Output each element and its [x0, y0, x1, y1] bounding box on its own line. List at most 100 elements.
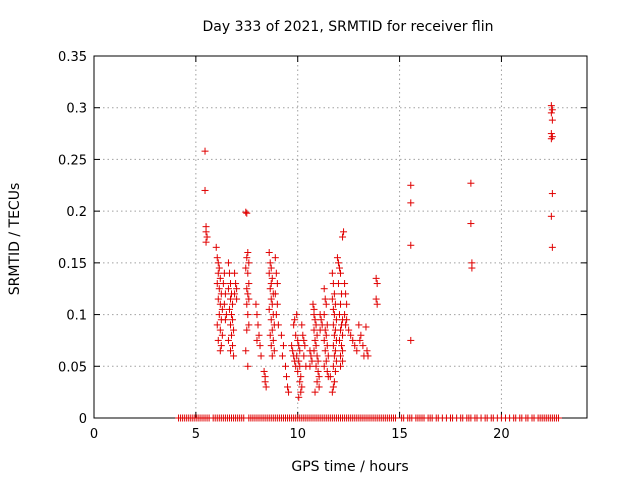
data-point — [548, 106, 556, 114]
data-point — [468, 264, 476, 272]
data-point — [407, 241, 415, 249]
data-point — [313, 352, 321, 360]
data-point — [329, 362, 337, 370]
data-point — [244, 311, 252, 319]
data-point — [221, 290, 229, 298]
data-points — [175, 102, 562, 422]
data-point — [329, 342, 337, 350]
data-point — [332, 357, 340, 365]
data-point — [226, 321, 234, 329]
data-point — [345, 326, 353, 334]
data-point — [231, 269, 239, 277]
data-point — [268, 352, 276, 360]
y-tick-label: 0 — [79, 412, 87, 427]
data-point — [312, 362, 320, 370]
data-point — [373, 300, 381, 308]
data-point — [337, 300, 344, 308]
data-point — [268, 274, 276, 282]
data-point — [267, 295, 275, 303]
data-point — [213, 280, 221, 288]
data-point — [407, 181, 415, 189]
data-point — [224, 259, 232, 267]
data-point — [228, 311, 236, 319]
data-point — [311, 336, 319, 344]
data-point — [356, 336, 364, 344]
data-point — [339, 233, 347, 241]
data-point — [339, 331, 347, 339]
data-point — [311, 388, 319, 396]
data-point — [335, 336, 343, 344]
data-point — [226, 347, 234, 355]
data-point — [341, 280, 349, 288]
data-point — [217, 342, 225, 350]
data-point — [202, 238, 210, 246]
data-point — [347, 331, 355, 339]
data-point — [300, 352, 308, 360]
y-tick-label: 0.25 — [58, 153, 87, 168]
data-point — [292, 331, 300, 339]
data-point — [278, 352, 286, 360]
data-point — [233, 285, 241, 293]
data-point — [321, 326, 329, 334]
data-point — [216, 274, 224, 282]
data-point — [329, 383, 337, 391]
data-point — [548, 190, 556, 198]
data-point — [330, 352, 338, 360]
data-point — [221, 316, 229, 324]
data-point — [320, 311, 328, 319]
data-point — [231, 290, 239, 298]
data-point — [202, 228, 210, 236]
data-point — [268, 326, 276, 334]
data-point — [203, 233, 211, 241]
y-tick-label: 0.2 — [66, 205, 87, 220]
data-point — [243, 285, 251, 293]
data-point — [229, 342, 237, 350]
data-point — [273, 300, 281, 308]
data-point — [220, 300, 228, 308]
data-point — [548, 116, 556, 124]
data-point — [335, 264, 343, 272]
data-point — [265, 269, 273, 277]
x-tick-label: 10 — [289, 427, 306, 442]
data-point — [218, 305, 226, 313]
data-point — [332, 316, 340, 324]
data-point — [307, 352, 315, 360]
data-point — [298, 383, 306, 391]
data-point — [323, 367, 331, 375]
x-axis-label: GPS time / hours — [291, 459, 408, 475]
data-point — [296, 362, 304, 370]
data-point — [224, 336, 232, 344]
data-point — [359, 342, 367, 350]
y-tick-label: 0.05 — [58, 360, 87, 375]
data-point — [273, 280, 281, 288]
data-point — [294, 367, 302, 375]
data-point — [266, 259, 274, 267]
data-point — [363, 347, 371, 355]
data-point — [230, 326, 238, 334]
data-point — [218, 331, 226, 339]
data-point — [349, 336, 357, 344]
data-point — [266, 331, 274, 339]
data-point — [288, 342, 296, 350]
data-point — [315, 373, 323, 381]
data-point — [296, 347, 304, 355]
data-point — [285, 388, 293, 396]
data-point — [245, 321, 253, 329]
data-point — [232, 280, 240, 288]
data-point — [216, 326, 224, 334]
data-point — [547, 212, 555, 220]
data-point — [357, 331, 365, 339]
data-point — [255, 331, 263, 339]
data-point — [328, 295, 336, 303]
data-point — [330, 290, 338, 298]
data-point — [219, 280, 227, 288]
data-point — [310, 347, 318, 355]
data-point — [329, 321, 337, 329]
data-point — [547, 109, 555, 117]
data-point — [324, 352, 332, 360]
data-point — [294, 336, 302, 344]
data-point — [274, 321, 282, 329]
data-point — [309, 300, 317, 308]
data-point — [337, 362, 344, 370]
